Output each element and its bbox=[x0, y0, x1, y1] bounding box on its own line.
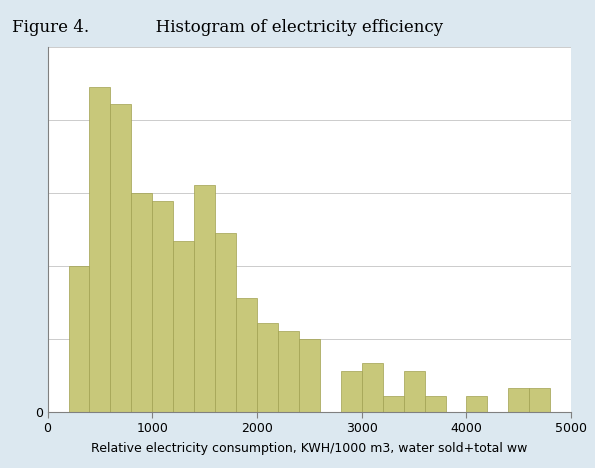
Bar bbox=[508, 388, 530, 412]
Bar bbox=[466, 395, 487, 412]
Bar bbox=[236, 298, 257, 412]
Bar bbox=[403, 371, 425, 412]
Bar bbox=[257, 322, 278, 412]
Bar bbox=[173, 241, 194, 412]
Bar bbox=[299, 339, 320, 412]
Bar bbox=[131, 193, 152, 412]
Bar bbox=[152, 201, 173, 412]
Bar bbox=[215, 234, 236, 412]
Text: Figure 4.    Histogram of electricity efficiency: Figure 4. Histogram of electricity effic… bbox=[12, 19, 443, 36]
Bar bbox=[383, 395, 403, 412]
X-axis label: Relative electricity consumption, KWH/1000 m3, water sold+total ww: Relative electricity consumption, KWH/10… bbox=[91, 442, 528, 455]
Bar bbox=[194, 185, 215, 412]
Bar bbox=[341, 371, 362, 412]
Bar bbox=[530, 388, 550, 412]
Bar bbox=[68, 266, 89, 412]
Bar bbox=[111, 103, 131, 412]
Bar bbox=[278, 331, 299, 412]
Bar bbox=[89, 88, 111, 412]
Bar bbox=[362, 363, 383, 412]
Bar bbox=[425, 395, 446, 412]
